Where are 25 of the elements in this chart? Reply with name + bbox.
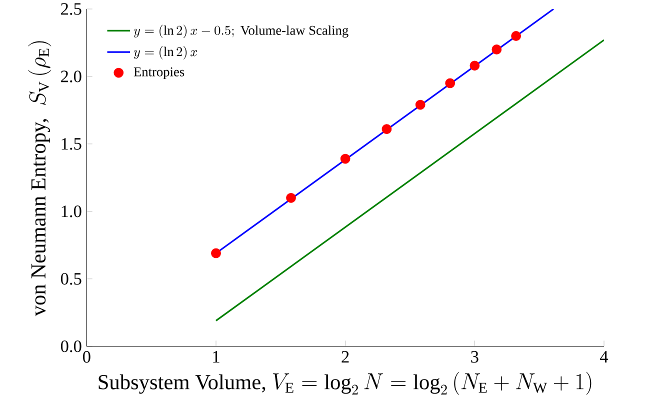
- y-tick-label: 2.5: [61, 3, 82, 15]
- x-tick-label: 2: [342, 351, 349, 363]
- point: [286, 192, 296, 203]
- y-tick-label: 1.0: [62, 206, 82, 218]
- y-tick-label: 1.5: [62, 138, 82, 150]
- x-tick-label: 0: [83, 351, 90, 363]
- y-tick-label: 0.0: [60, 340, 82, 352]
- point: [445, 78, 456, 88]
- x-tick-label: 4: [600, 351, 608, 362]
- point: [470, 60, 480, 71]
- point: [492, 44, 502, 54]
- point: [382, 124, 392, 134]
- legend-label: $y=(\ln 2)\,x$: [134, 46, 198, 60]
- y-tick-label: 2.0: [61, 70, 82, 82]
- legend-label: $y=(\ln 2)\,x-0.5;\ \textrm{Volume-law Scaling}$: [134, 24, 348, 38]
- y-axis-title: $\textrm{von Neumann Entropy, }\;S_{\mathrm{V}}\left(\rho_{\mathrm{E}}\right)$: [28, 41, 52, 316]
- x-axis-title: $\textrm{Subsystem Volume, }V_{\mathrm{E}}=\log_{2}N=\log_{2}\left(N_{\mathrm{E}}+N_{\mathrm{W}}+1\right)$: [98, 372, 592, 395]
- legend-label: $\textrm{Entropies}$: [134, 67, 184, 80]
- point: [511, 31, 521, 41]
- point: [340, 154, 350, 164]
- x-tick-label: 3: [471, 351, 478, 363]
- point: [415, 100, 426, 110]
- y-tick-label: 0.5: [60, 272, 82, 285]
- point: [211, 248, 221, 258]
- x-tick-label: 1: [213, 351, 220, 362]
